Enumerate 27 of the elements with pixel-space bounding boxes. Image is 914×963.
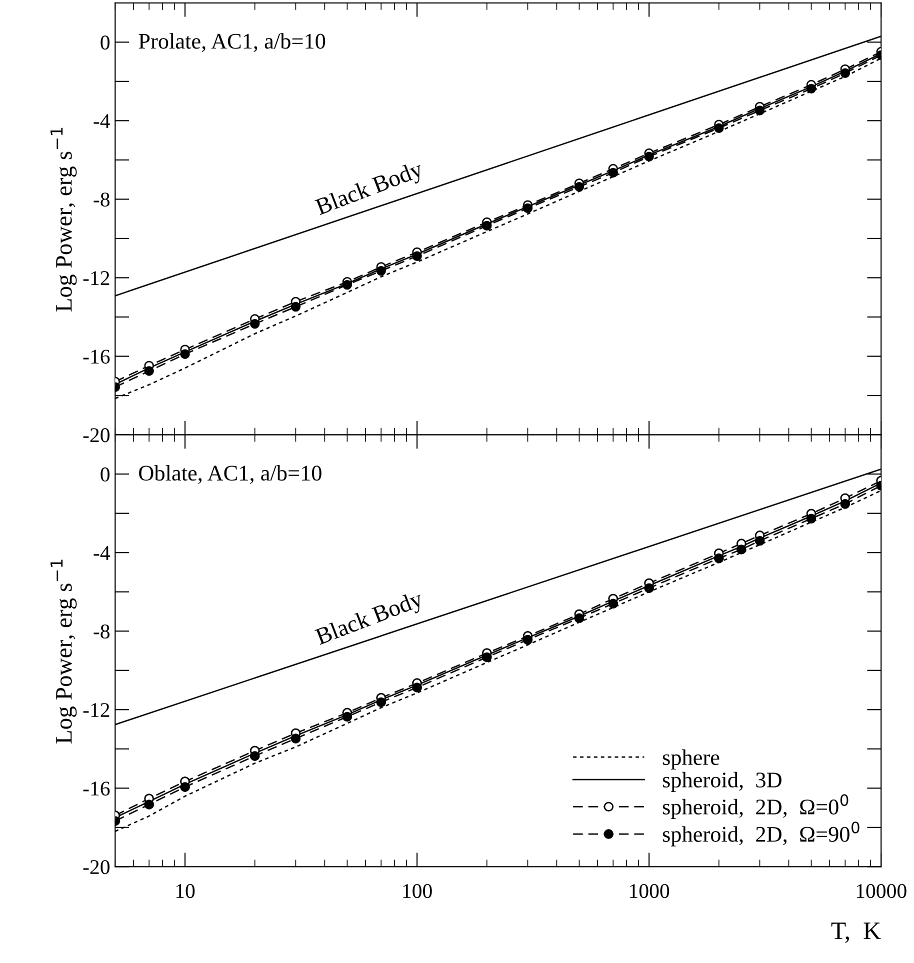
y-tick-label: -20 [83,860,110,874]
y-tick-label: -16 [83,350,110,364]
x-tick-label: 10000 [856,884,906,898]
y-axis-title: Log Power, erg s$^{−1}$ [50,560,77,744]
x-tick-label: 1000 [630,884,670,898]
y-tick-label: -4 [94,546,110,560]
annotation: Black Body [314,590,426,650]
legend-label: spheroid, 2D, Ω=90$^{0}$ [662,822,860,846]
y-tick-label: -8 [94,192,110,207]
y-tick-label: -8 [94,624,110,639]
legend-label: sphere [662,749,720,770]
y-tick-label: -4 [94,114,110,128]
annotation: Prolate, AC1, a/b=10 [138,33,326,52]
legend-label: spheroid, 2D, Ω=0$^{0}$ [662,794,848,820]
annotation: Black Body [314,160,426,220]
annotation: Oblate, AC1, a/b=10 [139,465,322,484]
y-tick-label: 0 [100,467,110,482]
legend-label: spheroid, 3D [662,772,782,792]
y-tick-label: 0 [100,36,110,50]
y-tick-label: -12 [83,271,110,285]
y-tick-label: -20 [83,428,110,442]
x-tick-label: 100 [403,884,432,898]
x-axis-title: T, K [831,922,881,943]
x-tick-label: 10 [176,884,195,898]
y-tick-label: -12 [83,703,110,717]
y-axis-title: Log Power, erg s$^{−1}$ [50,128,77,312]
y-tick-label: -16 [83,782,110,796]
